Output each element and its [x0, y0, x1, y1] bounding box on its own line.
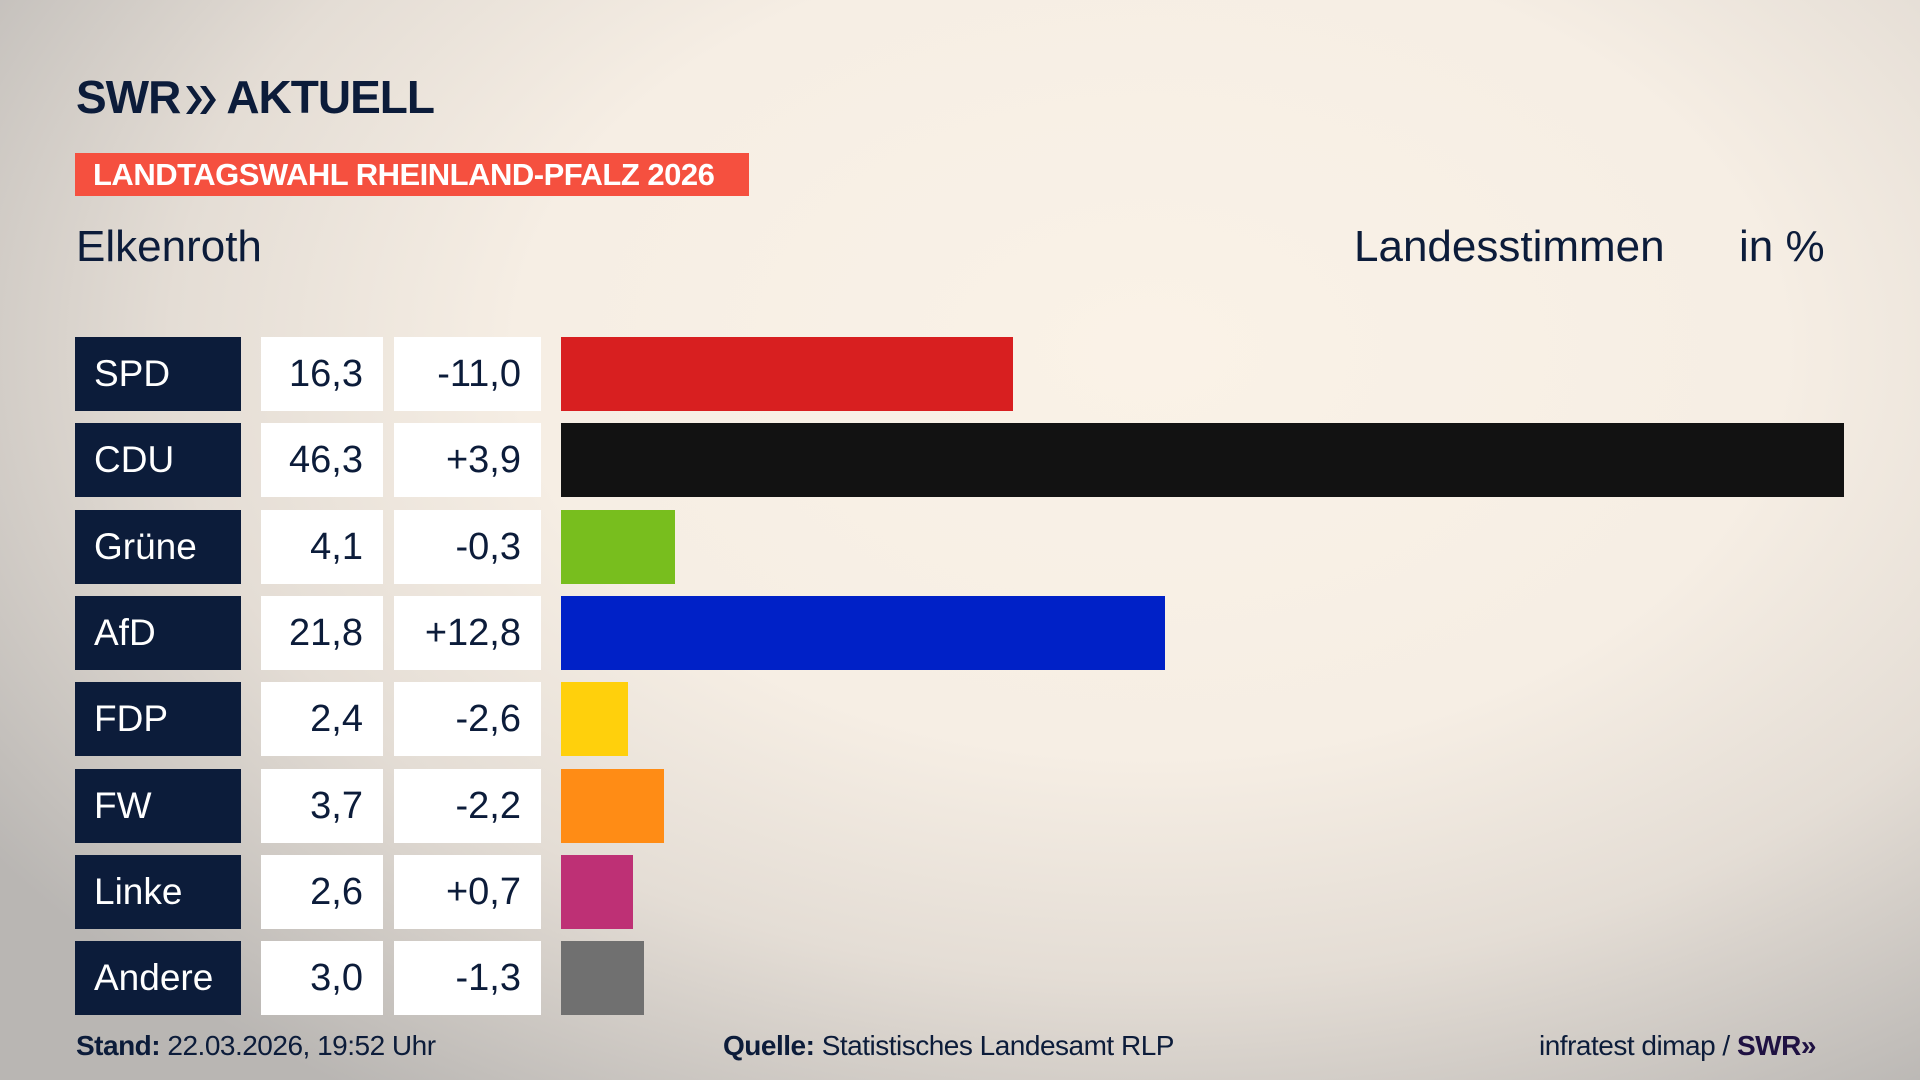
chevrons-icon: » [1800, 1030, 1817, 1061]
stand-label: Stand: [76, 1030, 161, 1061]
party-label: CDU [75, 423, 241, 498]
bar-spd [561, 337, 1013, 411]
source-label: Quelle: [723, 1030, 815, 1061]
measure-label: Landesstimmen [1354, 222, 1665, 271]
vote-change: -1,3 [394, 941, 541, 1016]
swr-aktuell-logo: SWR AKTUELL [76, 70, 435, 124]
party-label: Andere [75, 941, 241, 1016]
vote-change: -2,2 [394, 768, 541, 843]
bar-grüne [561, 509, 675, 584]
vote-share: 3,0 [261, 941, 383, 1016]
credit-text: infratest dimap / [1539, 1030, 1730, 1061]
party-label: SPD [75, 337, 241, 411]
stand-value: 22.03.2026, 19:52 Uhr [167, 1030, 436, 1061]
vote-share: 3,7 [261, 768, 383, 843]
credit: infratest dimap / SWR» [1539, 1030, 1816, 1062]
bar-fdp [561, 682, 628, 757]
party-label: Linke [75, 854, 241, 929]
vote-change: +12,8 [394, 595, 541, 670]
vote-share: 21,8 [261, 595, 383, 670]
vote-share: 2,4 [261, 682, 383, 757]
bar-afd [561, 595, 1166, 670]
unit-label: in % [1739, 222, 1825, 271]
vote-change: -11,0 [394, 337, 541, 411]
chevrons-icon [186, 86, 217, 114]
vote-change: +3,9 [394, 423, 541, 498]
election-banner: LANDTAGSWAHL RHEINLAND-PFALZ 2026 [75, 153, 749, 196]
bar-cdu [561, 423, 1844, 498]
party-label: AfD [75, 595, 241, 670]
party-label: FDP [75, 682, 241, 757]
credit-logo: SWR [1736, 1030, 1801, 1061]
vote-share: 46,3 [261, 423, 383, 498]
vote-change: -0,3 [394, 509, 541, 584]
vote-share: 2,6 [261, 854, 383, 929]
place-title: Elkenroth [76, 222, 262, 271]
bar-andere [561, 941, 645, 1016]
bar-linke [561, 854, 634, 929]
party-label: Grüne [75, 509, 241, 584]
bar-fw [561, 768, 664, 843]
logo-text: SWR [76, 71, 181, 123]
logo-suffix: AKTUELL [226, 71, 435, 123]
timestamp: Stand: 22.03.2026, 19:52 Uhr [76, 1030, 436, 1062]
vote-change: +0,7 [394, 854, 541, 929]
party-label: FW [75, 768, 241, 843]
vote-change: -2,6 [394, 682, 541, 757]
vote-share: 4,1 [261, 509, 383, 584]
vote-share: 16,3 [261, 337, 383, 411]
source-value: Statistisches Landesamt RLP [821, 1030, 1175, 1061]
source: Quelle: Statistisches Landesamt RLP [723, 1030, 1174, 1062]
